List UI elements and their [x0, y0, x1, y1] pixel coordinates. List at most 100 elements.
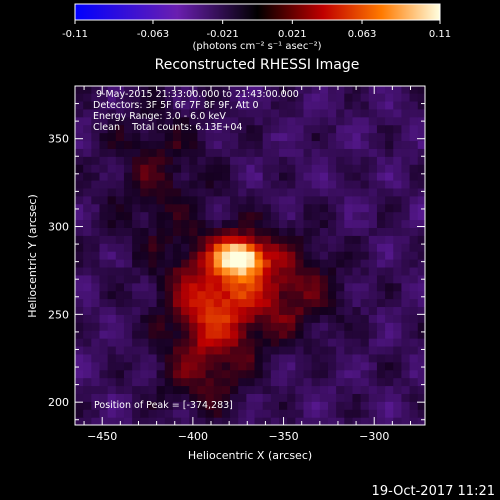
heatmap-cell	[344, 353, 354, 363]
heatmap-cell	[156, 322, 166, 331]
heatmap-cell	[360, 219, 370, 228]
heatmap-cell	[376, 282, 386, 292]
heatmap-cell	[123, 116, 133, 126]
heatmap-cell	[417, 124, 425, 134]
heatmap-cell	[148, 377, 158, 387]
heatmap-cell	[409, 93, 419, 102]
heatmap-cell	[393, 243, 403, 252]
heatmap-cell	[254, 219, 264, 228]
heatmap-cell	[344, 108, 354, 118]
heatmap-cell	[385, 195, 394, 205]
heatmap-cell	[221, 385, 231, 394]
heatmap-cell	[295, 195, 305, 205]
heatmap-cell	[107, 369, 117, 379]
heatmap-cell	[360, 100, 370, 110]
heatmap-cell	[221, 243, 231, 252]
heatmap-cell	[393, 195, 403, 205]
heatmap-cell	[132, 148, 141, 157]
heatmap-cell	[213, 211, 223, 221]
heatmap-cell	[99, 243, 109, 252]
heatmap-cell	[262, 140, 272, 149]
heatmap-cell	[344, 259, 354, 268]
heatmap-cell	[205, 164, 215, 173]
heatmap-cell	[75, 385, 84, 394]
heatmap-cell	[238, 227, 247, 236]
heatmap-cell	[254, 353, 264, 363]
heatmap-cell	[221, 227, 231, 236]
heatmap-cell	[205, 195, 215, 205]
heatmap-cell	[270, 132, 280, 142]
heatmap-cell	[270, 401, 280, 410]
heatmap-cell	[376, 353, 386, 363]
x-tick-label: −450	[87, 430, 117, 443]
heatmap-cell	[319, 172, 329, 181]
heatmap-cell	[287, 243, 296, 252]
heatmap-cell	[107, 290, 117, 300]
heatmap-cell	[181, 164, 190, 173]
heatmap-cell	[156, 259, 166, 268]
heatmap-cell	[270, 306, 280, 315]
heatmap-cell	[376, 211, 386, 221]
heatmap-cell	[270, 219, 280, 228]
heatmap-cell	[385, 108, 394, 118]
heatmap-cell	[230, 298, 239, 308]
heatmap-cell	[83, 330, 92, 339]
heatmap-cell	[213, 156, 223, 165]
heatmap-cell	[295, 235, 305, 244]
heatmap-cell	[156, 417, 166, 425]
heatmap-cell	[230, 132, 239, 142]
heatmap-cell	[181, 282, 190, 292]
heatmap-cell	[221, 266, 231, 276]
heatmap-cell	[295, 179, 305, 189]
heatmap-cell	[181, 361, 190, 371]
heatmap-cell	[181, 298, 190, 308]
heatmap-cell	[221, 156, 231, 165]
heatmap-cell	[279, 132, 288, 142]
heatmap-cell	[336, 417, 345, 425]
heatmap-cell	[336, 314, 345, 323]
heatmap-cell	[205, 409, 215, 418]
heatmap-cell	[221, 251, 231, 260]
heatmap-cell	[148, 314, 158, 323]
heatmap-cell	[385, 282, 394, 292]
heatmap-cell	[246, 227, 256, 236]
heatmap-cell	[230, 195, 239, 205]
heatmap-cell	[270, 417, 280, 425]
heatmap-cell	[246, 330, 256, 339]
heatmap-cell	[83, 369, 92, 379]
heatmap-cell	[409, 140, 419, 149]
heatmap-cell	[148, 227, 158, 236]
heatmap-cell	[352, 282, 362, 292]
heatmap-cell	[303, 259, 313, 268]
heatmap-cell	[262, 306, 272, 315]
heatmap-cell	[99, 377, 109, 387]
heatmap-cell	[75, 298, 84, 308]
heatmap-cell	[230, 290, 239, 300]
heatmap-cell	[417, 172, 425, 181]
heatmap-cell	[368, 385, 378, 394]
heatmap-cell	[254, 401, 264, 410]
heatmap-cell	[270, 108, 280, 118]
heatmap-cell	[156, 385, 166, 394]
heatmap-cell	[189, 290, 199, 300]
heatmap-cell	[254, 195, 264, 205]
heatmap-cell	[344, 385, 354, 394]
heatmap-cell	[344, 417, 354, 425]
heatmap-cell	[238, 290, 247, 300]
heatmap-cell	[189, 393, 199, 402]
heatmap-cell	[197, 148, 207, 157]
heatmap-cell	[172, 259, 182, 268]
heatmap-cell	[189, 164, 199, 173]
heatmap-cell	[401, 345, 411, 355]
heatmap-cell	[221, 409, 231, 418]
heatmap-cell	[75, 148, 84, 157]
heatmap-cell	[385, 259, 394, 268]
heatmap-cell	[368, 187, 378, 197]
heatmap-cell	[123, 179, 133, 189]
heatmap-cell	[189, 219, 199, 228]
heatmap-cell	[352, 322, 362, 331]
heatmap-cell	[327, 227, 337, 236]
heatmap-cell	[409, 290, 419, 300]
heatmap-cell	[352, 377, 362, 387]
